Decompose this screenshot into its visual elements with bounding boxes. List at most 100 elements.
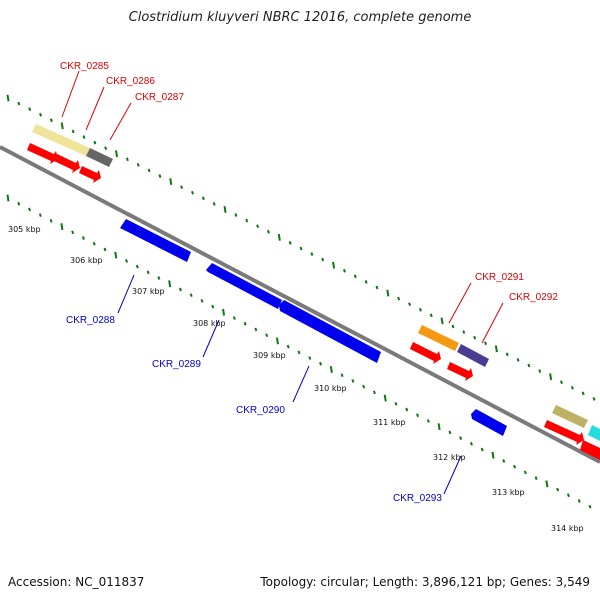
outer-tick-ring xyxy=(6,94,596,401)
minor-tick xyxy=(462,330,466,334)
major-tick xyxy=(386,289,390,297)
scale-label: 305 kbp xyxy=(8,225,41,234)
minor-tick xyxy=(505,352,509,357)
minor-tick xyxy=(581,391,585,396)
minor-tick xyxy=(342,268,346,273)
minor-tick xyxy=(592,397,596,401)
feature-block-purple xyxy=(457,344,489,367)
minor-tick xyxy=(560,380,563,385)
feature-block-olive xyxy=(552,405,588,428)
feature-block-orange xyxy=(418,325,459,351)
minor-tick xyxy=(146,270,150,275)
reverse-arrow xyxy=(206,263,282,309)
minor-tick xyxy=(157,276,161,280)
minor-tick xyxy=(416,413,420,418)
minor-tick xyxy=(254,327,258,332)
minor-tick xyxy=(527,363,531,368)
minor-tick xyxy=(288,241,292,245)
gene-label-ckr-0293[interactable]: CKR_0293 xyxy=(393,493,442,504)
minor-tick xyxy=(125,157,129,162)
major-tick xyxy=(115,150,119,158)
reverse-arrows xyxy=(120,219,507,436)
forward-arrow xyxy=(54,154,80,173)
scale-labels: 305 kbp 306 kbp 307 kbp 308 kbp 309 kbp … xyxy=(8,225,584,533)
minor-tick xyxy=(180,185,184,190)
major-tick xyxy=(383,394,387,402)
minor-tick xyxy=(49,219,53,223)
minor-tick xyxy=(38,213,42,218)
gene-label-ckr-0288[interactable]: CKR_0288 xyxy=(66,315,115,326)
reverse-arrow xyxy=(279,300,381,363)
feature-block-pale-yellow xyxy=(32,124,90,156)
gene-label-ckr-0290[interactable]: CKR_0290 xyxy=(236,405,285,416)
gene-labels: CKR_0285 CKR_0286 CKR_0287 CKR_0291 CKR_… xyxy=(60,61,558,504)
minor-tick xyxy=(200,299,204,303)
minor-tick xyxy=(340,373,344,378)
minor-tick xyxy=(299,246,303,251)
scale-label: 307 kbp xyxy=(132,287,165,296)
minor-tick xyxy=(71,230,75,235)
inner-tick-ring xyxy=(6,194,592,509)
minor-tick xyxy=(372,390,376,395)
major-tick xyxy=(277,233,281,241)
major-tick xyxy=(332,261,336,269)
minor-tick xyxy=(319,361,323,366)
scale-label: 308 kbp xyxy=(193,319,226,328)
minor-tick xyxy=(297,350,301,355)
gene-label-ckr-0289[interactable]: CKR_0289 xyxy=(152,359,201,370)
minor-tick xyxy=(405,407,409,412)
minor-tick xyxy=(266,229,270,234)
major-tick xyxy=(114,251,118,259)
gene-label-ckr-0292[interactable]: CKR_0292 xyxy=(509,292,558,303)
minor-tick xyxy=(211,304,215,309)
minor-tick xyxy=(588,504,592,509)
scale-label: 310 kbp xyxy=(314,384,347,393)
minor-tick xyxy=(28,207,32,212)
minor-tick xyxy=(39,112,43,117)
scale-label: 311 kbp xyxy=(373,418,406,427)
forward-arrow xyxy=(544,420,584,445)
reverse-arrow xyxy=(471,409,507,436)
minor-tick xyxy=(17,201,21,206)
minor-tick xyxy=(178,287,182,292)
major-tick xyxy=(545,480,549,488)
reverse-arrow xyxy=(120,219,191,262)
minor-tick xyxy=(17,101,21,106)
major-tick xyxy=(168,280,172,288)
minor-tick xyxy=(321,257,325,262)
minor-tick xyxy=(245,218,249,223)
major-tick xyxy=(60,122,64,130)
minor-tick xyxy=(418,307,422,312)
major-tick xyxy=(6,94,10,102)
minor-tick xyxy=(136,163,140,167)
feature-block-cyan xyxy=(588,425,600,441)
minor-tick xyxy=(82,135,86,139)
minor-tick xyxy=(191,190,194,195)
major-tick xyxy=(549,373,553,381)
genome-backbone xyxy=(0,145,600,464)
minor-tick xyxy=(570,385,574,390)
gene-label-ckr-0291[interactable]: CKR_0291 xyxy=(475,272,524,283)
minor-tick xyxy=(429,313,433,318)
gene-label-ckr-0286[interactable]: CKR_0286 xyxy=(106,76,155,87)
major-tick xyxy=(275,337,279,345)
minor-tick xyxy=(351,379,355,383)
minor-tick xyxy=(158,174,162,178)
major-tick xyxy=(6,194,10,202)
minor-tick xyxy=(125,259,129,263)
minor-tick xyxy=(469,441,473,446)
scale-label: 313 kbp xyxy=(492,488,525,497)
forward-arrow xyxy=(410,342,441,364)
minor-tick xyxy=(81,236,85,240)
gene-label-ckr-0287[interactable]: CKR_0287 xyxy=(135,92,184,103)
minor-tick xyxy=(310,252,314,256)
minor-tick xyxy=(408,302,412,307)
minor-tick xyxy=(566,493,570,498)
minor-tick xyxy=(375,285,379,290)
gene-label-ckr-0285[interactable]: CKR_0285 xyxy=(60,61,109,72)
minor-tick xyxy=(394,401,398,406)
genome-summary-text: Topology: circular; Length: 3,896,121 bp… xyxy=(260,575,590,589)
minor-tick xyxy=(189,293,193,298)
minor-tick xyxy=(513,464,517,469)
